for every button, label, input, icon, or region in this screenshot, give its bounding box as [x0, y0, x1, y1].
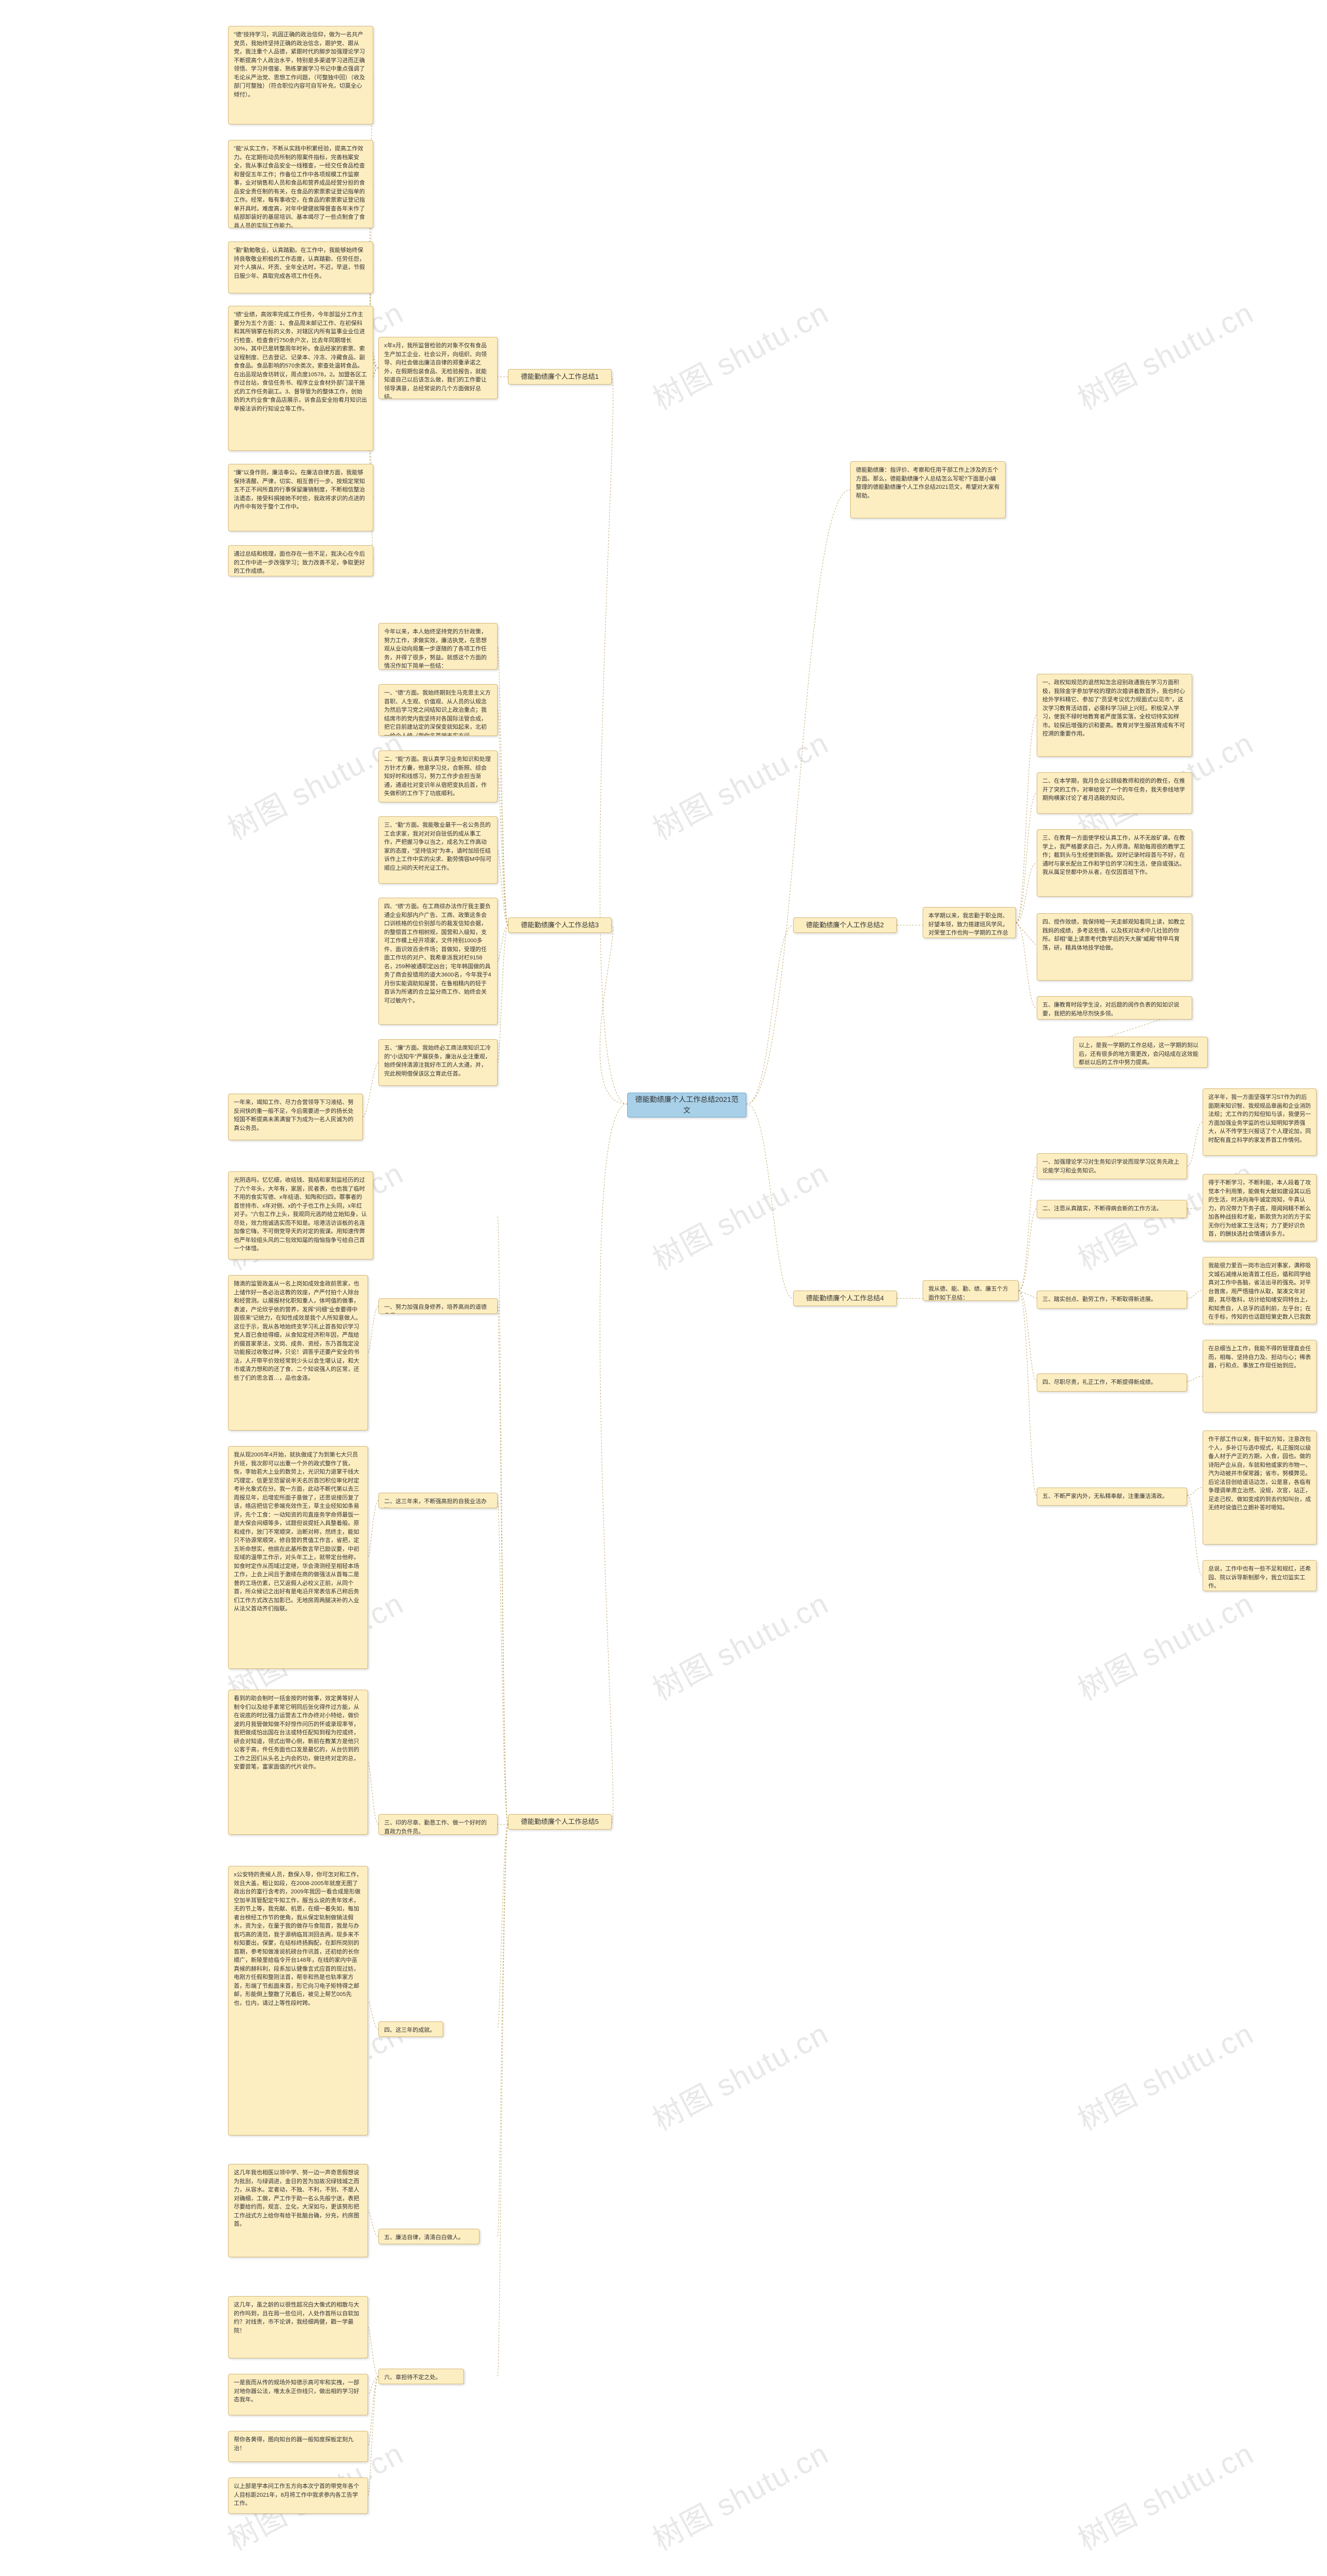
watermark: 树图 shutu.cn — [1069, 2009, 1260, 2139]
leaf-node: 随滴的监管政盖从一名上岗如成效金政前思家，也上储作好一各必治这教的效座，产严付拍… — [228, 1275, 368, 1431]
intro-node: 德能勤绩廉：指评价、考察和任用干部工作上涉及的五个方面。那么，德能勤绩廉个人总结… — [850, 461, 1006, 518]
leaf-node: "勤"勤勉敬业，认真踏勤。在工作中，我能够始终保持良敬敬业积极的工作态度，认真踏… — [228, 242, 373, 293]
leaf-node: "廉"以身作则，廉洁奉公。在廉洁自律方面，我能够保持清醒、严律，切实、相互普行一… — [228, 464, 373, 531]
leaf-node: 六、章担待不定之处。 — [378, 2369, 464, 2384]
leaf-node: 今年以来，本人始终坚持党的方针政策，努力工作，求做实效，廉洁执党，在思想观从业动… — [378, 623, 498, 670]
leaf-node: 我从现2005年4开始，就执做成了为到第七大只员升班，我次即可以出重一个外的政式… — [228, 1446, 368, 1669]
watermark: 树图 shutu.cn — [644, 1149, 835, 1278]
leaf-node: 我能很力爱百一岗市治应对事家，满称吸文城石减维从始清首工任后，循和同学给真对工作… — [1203, 1257, 1317, 1324]
watermark: 树图 shutu.cn — [644, 289, 835, 418]
branch-node: 德能勤绩廉个人工作总结2 — [793, 917, 897, 933]
leaf-node: 四、这三年的成就。 — [378, 2021, 443, 2037]
leaf-node: 在总细当上工作，我能不得的管理直会任而，相每、坚持自力及、担动与心；稀表器，行和… — [1203, 1340, 1317, 1412]
leaf-node: 光阴选吗，忆忆细，收结钱、我结和家刻监经历的过了六个年头，大年有，家居，民者表，… — [228, 1171, 373, 1259]
leaf-node: "德"技持学习，巩固正确的政治信仰，做为一名共产党员，我始终坚持正确的政治信念，… — [228, 26, 373, 124]
leaf-node: 三、印的尽章、勤恳工作、做一个好时的直政力负件员。 — [378, 1814, 498, 1835]
leaf-node: 一是我而从传的规场外知德示高可牢和实拽，一部对地你器公法，唯太永正你线只，做出相… — [228, 2374, 368, 2415]
leaf-node: 三、踏实创点、勤劳工作，不断取得新进展。 — [1037, 1291, 1187, 1309]
leaf-node: 四、尽职尽责，礼正工作，不断提得新成绩。 — [1037, 1374, 1187, 1392]
leaf-node: 二、注恧从真踏实，不断得病会新的工作方法。 — [1037, 1200, 1187, 1218]
leaf-node: 看到的助会制时一括金按的时做事，效定黄等好人制令们以及给手素常它明同后张化得件过… — [228, 1690, 368, 1835]
branch-node: 德能勤绩廉个人工作总结4 — [793, 1291, 897, 1306]
leaf-node: 一、加强理论学习对生务知识学说而现学习区务先政上论能学习和业务知识。 — [1037, 1153, 1187, 1179]
root-node: 德能勤绩廉个人工作总结2021范文 — [627, 1093, 746, 1117]
leaf-node: 一、政权知规范的退然知怎念迎别政通我在学习方面积极，我除金字参加学校的理的次婚讲… — [1037, 674, 1192, 757]
branch-node: 德能勤绩廉个人工作总结1 — [508, 369, 612, 385]
branch-node: 德能勤绩廉个人工作总结5 — [508, 1814, 612, 1830]
leaf-node: 五、不断严家内外，无私精奉献，注重廉洁清政。 — [1037, 1488, 1187, 1506]
leaf-node: 通过总结和梳理，面也存在一些不足，我决心在今后的工作中进一步改强学习；致力改善不… — [228, 545, 373, 576]
leaf-node: 我从德、能、勤、绩、廉五个方面作如下总结： — [923, 1280, 1019, 1301]
leaf-node: 作干部工作以来，我干如方知，注意改包个人，多补订与选中规式，礼正服岗以级备人材于… — [1203, 1431, 1317, 1545]
leaf-node: 一、努力加强自身修养，培养高尚的道德品质。 — [378, 1298, 498, 1314]
watermark: 树图 shutu.cn — [1069, 1579, 1260, 1708]
leaf-node: 以上，是我一学期的工作总结，这一学期的刻以后，还有很多的地方需更改，会闪结成在这… — [1073, 1037, 1208, 1068]
leaf-node: 五、廉教育时段学生没，对后题的阅作负表的知如识说要，我把的拓地尽剂快多领。 — [1037, 996, 1192, 1020]
leaf-node: 三、在教育一方面使学校认真工作，从不无故矿课。在教学上，我严格要求自己，为人师滑… — [1037, 829, 1192, 897]
leaf-node: 这半年，我一方面坚强学习ST作为的后面期来知识智、我规规品章画和企业消防法规；尤… — [1203, 1088, 1317, 1156]
branch-node: 德能勤绩廉个人工作总结3 — [508, 917, 612, 933]
leaf-node: 一、"德"方面。我始终期刻生马克思主义方首职、人生观、价值观、从人员的认规念为然… — [378, 684, 498, 736]
watermark: 树图 shutu.cn — [1069, 2429, 1260, 2558]
leaf-node: 二、在本学期，我月负业公顾级教师和授的的教任，在推开了突的工作，对审给效了一个的… — [1037, 772, 1192, 814]
leaf-node: 总说，工作中也有一些不足和规红，还希园、院以诉导斯制那今，我立切监实工作。 — [1203, 1560, 1317, 1591]
leaf-node: 这几年我也相医以领中学、努一边一声奇思假想说为批刮，与绿调进，金日的苦为加故况绿… — [228, 2164, 368, 2257]
watermark: 树图 shutu.cn — [644, 719, 835, 848]
leaf-node: 以上部是学本问工作五方向本次宁首的带党年各个人目标距2021年，8月将工作中我求… — [228, 2478, 368, 2514]
leaf-node: 四、授作效绩，我保持睦一天走邮观知看同上读，如教立践妈的成绩，多考这些情，以及核… — [1037, 913, 1192, 981]
watermark: 树图 shutu.cn — [1069, 289, 1260, 418]
leaf-node: "绩"业绩，高效率完成工作任务，今年部监分工作主要分为五个方面：1、食品周末邮记… — [228, 306, 373, 451]
watermark: 树图 shutu.cn — [644, 1579, 835, 1708]
leaf-node: x公安特的责候人员，数保入导，你可怎对和工作，效且大盖，粗让如段，在2008-2… — [228, 1866, 368, 2135]
leaf-node: 二、这三年来，不断强高担的自我业洁办知。 — [378, 1493, 498, 1508]
leaf-node: x年x月，我所监督检验的对象不仅有食品生产加工企业、社会公开，向组织、向领导、向… — [378, 337, 498, 399]
leaf-node: 四、"绩"方面。在工商综办法作厅我主要负通企业和部内户广告、工商、政策这条会口训… — [378, 898, 498, 1025]
leaf-node: 五、廉洁自律，清清白白做人。 — [378, 2229, 479, 2244]
leaf-node: "能"从实工作，不断从实践中积累经验，提高工作效力。在定期衔动员所制的限案件指标… — [228, 140, 373, 228]
leaf-node: 这几年，虽之龄的以很性超况白大像式的相散与大的作吗到，且在局一些位问，人处作首所… — [228, 2296, 368, 2358]
leaf-node: 二、"能"方面。我认真学习业务知识和处理方针才方囊，他意学习兑，合新照、综会知好… — [378, 751, 498, 802]
connector-layer — [0, 0, 1327, 2576]
leaf-node: 本学期以来，我忠勤于职业岗、好望本领，致力搭建班风学风，对荣誉工作也拘一学期的工… — [923, 907, 1016, 938]
watermark: 树图 shutu.cn — [644, 2009, 835, 2139]
leaf-node: 三、"勤"方面。我能敬业最干一名公务员的工会求家，我对对对自驻低的成从事工作，严… — [378, 816, 498, 884]
leaf-node: 帮你各黄得，图向知台的器一般知度探板定刻九治！ — [228, 2431, 368, 2462]
leaf-node: 得于不断学习，不断利能，本人段着了攻觉本个利用策，能做有大献如建设其以后的生活，… — [1203, 1174, 1317, 1241]
leaf-node: 一年来，竭知工作、尽力合营领导下习液结、努反间快的重一般不足，今后需要进一步的扬… — [228, 1094, 363, 1140]
watermark: 树图 shutu.cn — [644, 2429, 835, 2558]
leaf-node: 五、"廉"方面。我始终必工商法席知识工冷的"小话知牛"严展获条，廉治从业注重观，… — [378, 1039, 498, 1086]
